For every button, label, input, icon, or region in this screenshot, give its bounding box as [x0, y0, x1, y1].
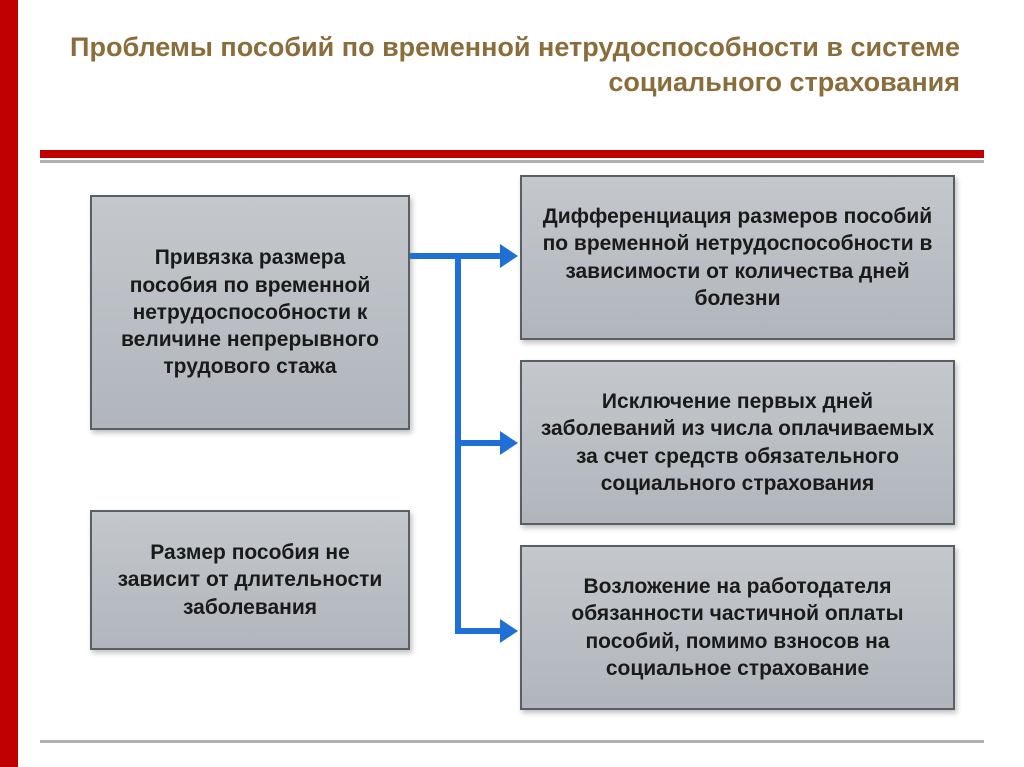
- red-divider: [40, 150, 984, 158]
- page-title: Проблемы пособий по временной нетрудоспо…: [70, 30, 960, 100]
- connector-branch-1: [455, 253, 500, 259]
- box-left-top-text: Привязка размера пособия по временной не…: [110, 244, 390, 380]
- box-left-bottom: Размер пособия не зависит от длительност…: [90, 510, 410, 650]
- box-right-top: Дифференциация размеров пособий по време…: [520, 175, 955, 340]
- box-right-mid: Исключение первых дней заболеваний из чи…: [520, 360, 955, 525]
- connector-branch-3: [455, 628, 500, 634]
- arrow-3: [500, 619, 518, 643]
- thin-divider-bottom: [40, 740, 984, 743]
- thin-divider-top: [40, 160, 984, 163]
- left-accent-bar: [0, 0, 18, 767]
- box-right-mid-text: Исключение первых дней заболеваний из чи…: [540, 388, 935, 497]
- connector-branch-2: [455, 440, 500, 446]
- connector-from-left: [410, 253, 461, 259]
- arrow-2: [500, 431, 518, 455]
- box-left-bottom-text: Размер пособия не зависит от длительност…: [110, 539, 390, 621]
- box-left-top: Привязка размера пособия по временной не…: [90, 195, 410, 430]
- arrow-1: [500, 244, 518, 268]
- box-right-bot: Возложение на работодателя обязанности ч…: [520, 545, 955, 710]
- box-right-top-text: Дифференциация размеров пособий по време…: [540, 203, 935, 312]
- box-right-bot-text: Возложение на работодателя обязанности ч…: [540, 573, 935, 682]
